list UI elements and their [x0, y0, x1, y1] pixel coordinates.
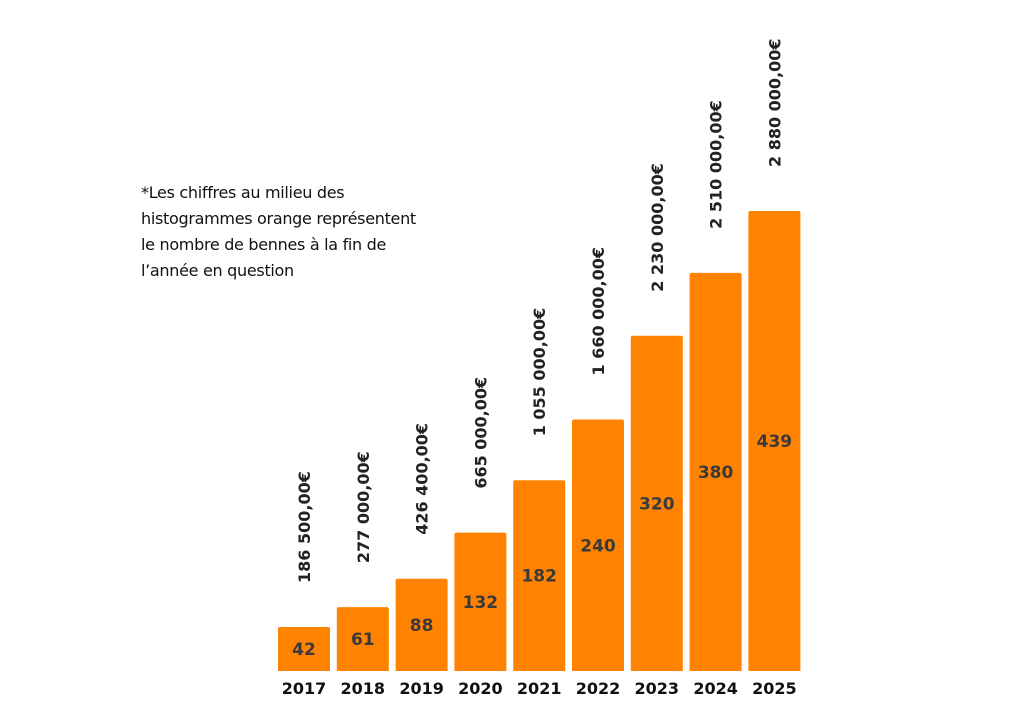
bar-value-label: 182: [521, 567, 557, 587]
bar-value-label: 61: [351, 630, 375, 650]
bar: [278, 626, 330, 671]
bar-value-label: 132: [463, 593, 499, 613]
footnote-line: histogrammes orange représentent: [141, 209, 416, 228]
amount-label: 186 500,00€: [295, 471, 314, 583]
bar-value-label: 88: [410, 616, 434, 636]
bar: [454, 532, 507, 671]
bar: [572, 419, 624, 671]
footnote-line: l’année en question: [141, 261, 294, 280]
footnote-line: le nombre de bennes à la fin de: [141, 235, 387, 254]
category-label: 2017: [282, 679, 327, 698]
bar: [336, 607, 389, 671]
bar: [630, 335, 683, 671]
bar-group: 240 2022 1 660 000,00€: [572, 247, 624, 698]
bar-group: 182 2021 1 055 000,00€: [513, 308, 566, 698]
amount-label: 665 000,00€: [471, 377, 490, 489]
bar: [395, 578, 448, 671]
bar-value-label: 240: [580, 536, 616, 556]
bar-value-label: 439: [757, 432, 793, 452]
bar-group: 380 2024 2 510 000,00€: [689, 100, 742, 698]
category-label: 2022: [576, 679, 621, 698]
amount-label: 2 230 000,00€: [648, 163, 667, 292]
amount-label: 2 880 000,00€: [765, 38, 784, 167]
amount-label: 1 055 000,00€: [530, 308, 549, 437]
bar-group: 42 2017 186 500,00€: [278, 471, 330, 698]
bar-group: 61 2018 277 000,00€: [336, 451, 389, 698]
category-label: 2024: [693, 679, 738, 698]
amount-label: 2 510 000,00€: [707, 100, 726, 229]
category-label: 2018: [341, 679, 386, 698]
bar-group: 88 2019 426 400,00€: [395, 423, 448, 698]
bar-group: 320 2023 2 230 000,00€: [630, 163, 683, 698]
amount-label: 277 000,00€: [354, 451, 373, 563]
footnote-line: *Les chiffres au milieu des: [141, 183, 345, 202]
category-label: 2023: [635, 679, 680, 698]
amount-label: 426 400,00€: [413, 423, 432, 535]
category-label: 2025: [752, 679, 797, 698]
bar: [748, 211, 801, 671]
bar-value-label: 320: [639, 494, 675, 514]
bar-value-label: 42: [292, 640, 316, 660]
bar: [689, 272, 742, 671]
amount-label: 1 660 000,00€: [589, 247, 608, 376]
chart-footnote: *Les chiffres au milieu des histogrammes…: [141, 180, 461, 284]
category-label: 2020: [458, 679, 503, 698]
bar-value-label: 380: [698, 463, 734, 483]
bar-group: 439 2025 2 880 000,00€: [748, 38, 801, 698]
bar: [513, 480, 566, 671]
category-label: 2019: [399, 679, 444, 698]
bar-group: 132 2020 665 000,00€: [454, 377, 507, 698]
category-label: 2021: [517, 679, 562, 698]
